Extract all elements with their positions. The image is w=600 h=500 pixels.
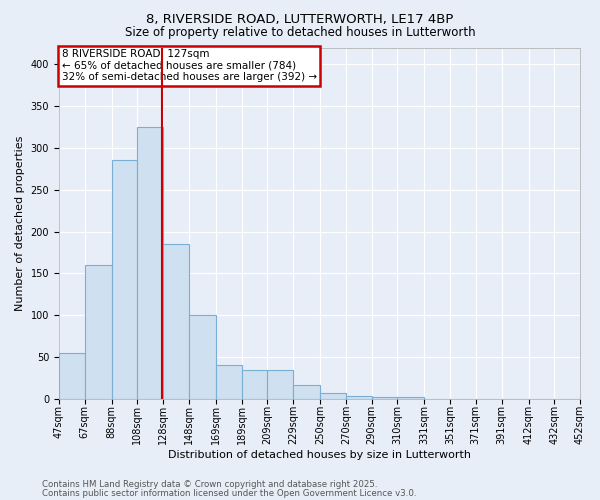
Bar	[189, 315, 216, 399]
Text: Size of property relative to detached houses in Lutterworth: Size of property relative to detached ho…	[125, 26, 475, 39]
Bar	[163, 244, 189, 399]
Bar	[397, 397, 424, 399]
Bar	[137, 127, 163, 399]
Text: 8, RIVERSIDE ROAD, LUTTERWORTH, LE17 4BP: 8, RIVERSIDE ROAD, LUTTERWORTH, LE17 4BP	[146, 12, 454, 26]
Bar	[85, 265, 112, 399]
Bar	[59, 353, 85, 399]
Bar	[371, 397, 397, 399]
Bar	[320, 393, 346, 399]
Text: Contains HM Land Registry data © Crown copyright and database right 2025.: Contains HM Land Registry data © Crown c…	[42, 480, 377, 489]
Bar	[112, 160, 137, 399]
Bar	[242, 370, 268, 399]
Bar	[580, 397, 600, 399]
Bar	[346, 396, 371, 399]
Text: 8 RIVERSIDE ROAD: 127sqm
← 65% of detached houses are smaller (784)
32% of semi-: 8 RIVERSIDE ROAD: 127sqm ← 65% of detach…	[62, 50, 317, 82]
X-axis label: Distribution of detached houses by size in Lutterworth: Distribution of detached houses by size …	[168, 450, 471, 460]
Y-axis label: Number of detached properties: Number of detached properties	[15, 136, 25, 311]
Bar	[268, 370, 293, 399]
Bar	[293, 384, 320, 399]
Text: Contains public sector information licensed under the Open Government Licence v3: Contains public sector information licen…	[42, 488, 416, 498]
Bar	[216, 366, 242, 399]
